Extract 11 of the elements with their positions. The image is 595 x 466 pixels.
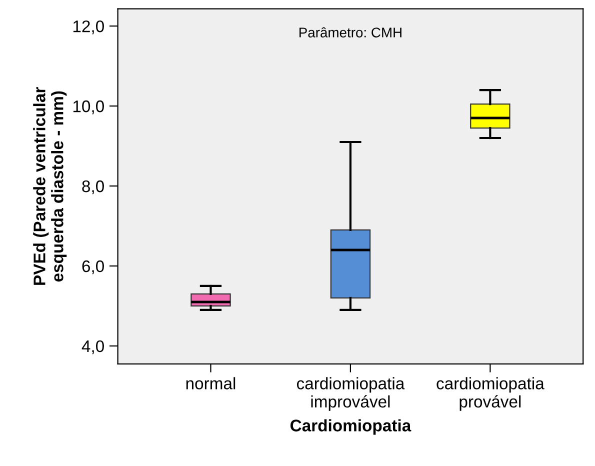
x-tick-label: cardiomiopatia provável [436, 377, 544, 411]
x-axis-title: Cardiomiopatia [290, 419, 412, 435]
x-tick-label: normal [186, 377, 236, 390]
y-tick-label: 10,0 [73, 100, 104, 114]
y-axis-title: PVEd (Parede ventricular esquerda diastole - mm) [33, 87, 67, 285]
y-tick-label: 12,0 [73, 20, 104, 34]
y-tick-label: 4,0 [82, 340, 104, 354]
annotation: Parâmetro: CMH [300, 27, 402, 38]
x-tick-label: cardiomiopatia improvável [296, 377, 405, 411]
y-tick-label: 8,0 [82, 180, 104, 194]
y-tick-label: 6,0 [82, 260, 104, 274]
